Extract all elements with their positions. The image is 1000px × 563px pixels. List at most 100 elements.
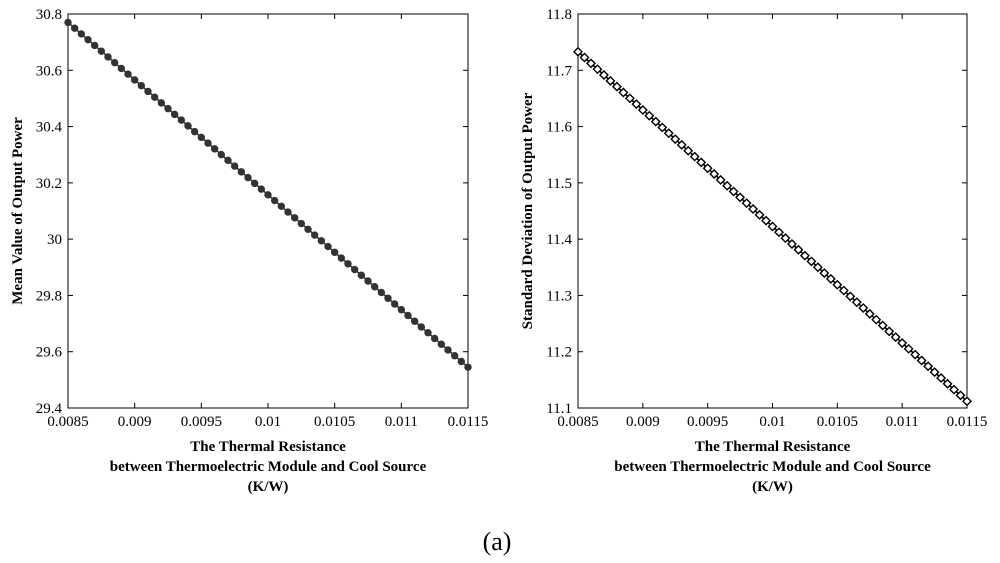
data-point [397, 306, 406, 314]
data-point [923, 361, 934, 372]
y-tick-label: 11.7 [546, 63, 572, 79]
data-point [70, 24, 79, 32]
data-point [84, 35, 92, 44]
data-point [897, 338, 908, 348]
data-point [812, 262, 823, 273]
data-point [773, 227, 784, 238]
x-axis-label: between Thermoelectric Module and Cool S… [110, 459, 427, 475]
data-point [962, 396, 972, 407]
x-axis-label: The Thermal Resistance [190, 439, 346, 455]
data-point [417, 323, 426, 331]
data-point [676, 139, 687, 150]
data-point [916, 355, 927, 366]
y-tick-label: 11.1 [546, 401, 572, 417]
y-tick-label: 29.6 [36, 345, 63, 361]
data-point [290, 214, 299, 222]
data-point [97, 47, 106, 55]
y-tick-label: 11.5 [546, 176, 572, 192]
data-point [864, 308, 875, 319]
data-point [437, 340, 446, 348]
data-point [344, 260, 352, 268]
data-point [903, 343, 914, 354]
data-point [728, 186, 739, 197]
y-tick-label: 29.4 [36, 401, 63, 417]
data-point [592, 64, 603, 75]
data-point [64, 18, 72, 27]
data-point [929, 367, 940, 378]
data-point [761, 215, 772, 226]
data-point [357, 271, 366, 279]
data-point [657, 122, 668, 133]
x-axis-label: between Thermoelectric Module and Cool S… [614, 459, 931, 475]
data-point [424, 329, 432, 337]
data-point [955, 390, 966, 401]
data-point [871, 314, 882, 325]
y-axis-label: Standard Deviation of Output Power [520, 92, 536, 329]
data-point [164, 104, 172, 113]
data-point [270, 196, 279, 205]
data-point [377, 288, 386, 297]
data-point [250, 179, 259, 188]
y-tick-label: 11.4 [546, 232, 572, 248]
data-point [277, 202, 286, 211]
x-tick-label: 0.0115 [448, 414, 489, 430]
x-tick-label: 0.0105 [817, 414, 858, 430]
data-point [124, 70, 132, 78]
data-point [754, 209, 765, 220]
x-tick-label: 0.011 [385, 414, 418, 430]
figure-caption: (a) [483, 527, 512, 556]
data-point [741, 198, 752, 209]
x-tick-label: 0.009 [118, 414, 152, 430]
data-point [611, 81, 622, 92]
y-tick-label: 11.6 [546, 120, 572, 136]
y-tick-label: 30.2 [36, 176, 62, 192]
data-point [644, 110, 655, 121]
x-tick-label: 0.0095 [687, 414, 728, 430]
data-point [780, 233, 791, 244]
x-axis-label: (K/W) [752, 479, 793, 495]
data-point [144, 87, 152, 96]
data-point [464, 363, 472, 371]
x-tick-label: 0.01 [255, 414, 281, 430]
data-point [104, 53, 112, 61]
data-point [605, 75, 616, 86]
data-point [949, 384, 960, 395]
y-tick-label: 30.4 [36, 120, 63, 136]
data-point [350, 265, 359, 274]
x-axis-label: (K/W) [248, 479, 289, 495]
data-point [297, 219, 306, 228]
y-tick-label: 11.3 [546, 288, 572, 304]
data-point [444, 346, 452, 354]
data-point [845, 291, 856, 302]
data-point [330, 248, 339, 256]
data-point [177, 116, 186, 124]
data-point [884, 326, 895, 337]
data-point [598, 70, 609, 81]
data-point [244, 173, 252, 182]
data-point [324, 242, 332, 251]
data-point [184, 122, 192, 130]
data-point [370, 283, 379, 291]
data-point [851, 297, 862, 308]
data-point [663, 128, 674, 139]
x-axis-label: The Thermal Resistance [695, 439, 851, 455]
data-point [696, 157, 707, 168]
data-point [618, 87, 629, 98]
data-point [110, 58, 119, 67]
data-point [573, 46, 583, 57]
data-point [217, 150, 226, 159]
data-point [650, 116, 661, 127]
data-point [230, 162, 239, 170]
data-point [890, 332, 901, 343]
data-point [585, 58, 596, 69]
data-point [457, 357, 466, 366]
data-point [579, 52, 590, 63]
data-point [683, 145, 694, 156]
data-point [90, 41, 99, 50]
data-point [942, 378, 953, 389]
data-point [702, 163, 713, 174]
data-point [767, 221, 778, 232]
data-point [337, 254, 346, 262]
x-tick-label: 0.009 [626, 414, 660, 430]
data-point [157, 99, 166, 107]
